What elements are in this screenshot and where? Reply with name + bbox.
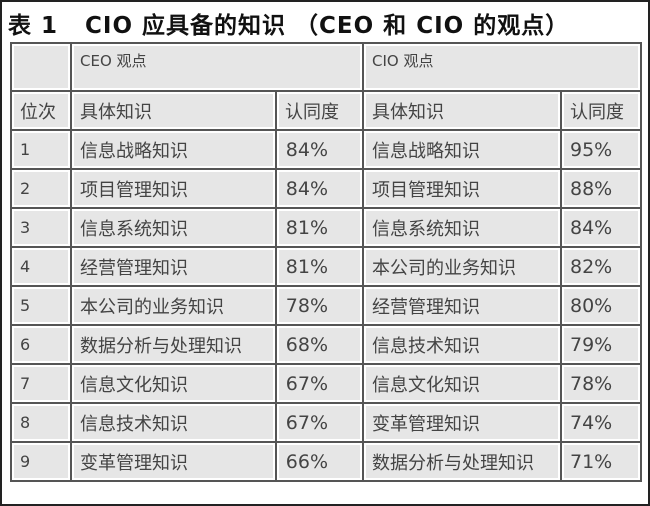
cio-knowledge-cell: 变革管理知识	[362, 402, 562, 443]
cio-knowledge-cell: 数据分析与处理知识	[362, 441, 562, 482]
ceo-approval-cell: 68%	[275, 324, 364, 365]
ceo-approval-cell: 84%	[275, 129, 364, 170]
ceo-approval-cell: 67%	[275, 402, 364, 443]
cio-knowledge-cell: 信息文化知识	[362, 363, 562, 404]
cio-knowledge-header: 具体知识	[362, 90, 562, 131]
ceo-approval-cell: 81%	[275, 207, 364, 248]
ceo-knowledge-header: 具体知识	[70, 90, 277, 131]
ceo-knowledge-cell: 经营管理知识	[70, 246, 277, 287]
empty-cell	[10, 42, 72, 92]
cio-approval-cell: 88%	[559, 168, 643, 209]
table-row: 2 项目管理知识 84% 项目管理知识 88%	[10, 168, 643, 209]
ceo-group-header: CEO 观点	[70, 42, 364, 92]
column-header-row: 位次 具体知识 认同度 具体知识 认同度	[10, 90, 643, 131]
ceo-knowledge-cell: 数据分析与处理知识	[70, 324, 277, 365]
ceo-knowledge-cell: 信息技术知识	[70, 402, 277, 443]
ceo-approval-cell: 84%	[275, 168, 364, 209]
knowledge-table: CEO 观点 CIO 观点 位次 具体知识 认同度 具体知识 认同度 1 信息战略…	[10, 42, 643, 482]
cio-approval-cell: 71%	[559, 441, 643, 482]
table-row: 7 信息文化知识 67% 信息文化知识 78%	[10, 363, 643, 404]
rank-cell: 4	[10, 246, 72, 287]
ceo-knowledge-cell: 信息战略知识	[70, 129, 277, 170]
rank-cell: 7	[10, 363, 72, 404]
rank-cell: 1	[10, 129, 72, 170]
cio-approval-cell: 84%	[559, 207, 643, 248]
table-row: 1 信息战略知识 84% 信息战略知识 95%	[10, 129, 643, 170]
table-row: 4 经营管理知识 81% 本公司的业务知识 82%	[10, 246, 643, 287]
table-row: 5 本公司的业务知识 78% 经营管理知识 80%	[10, 285, 643, 326]
cio-knowledge-cell: 项目管理知识	[362, 168, 562, 209]
table-row: 6 数据分析与处理知识 68% 信息技术知识 79%	[10, 324, 643, 365]
table-row: 8 信息技术知识 67% 变革管理知识 74%	[10, 402, 643, 443]
rank-cell: 8	[10, 402, 72, 443]
cio-group-header: CIO 观点	[361, 42, 643, 92]
rank-cell: 5	[10, 285, 72, 326]
ceo-knowledge-cell: 项目管理知识	[70, 168, 277, 209]
ceo-knowledge-cell: 本公司的业务知识	[70, 285, 277, 326]
cio-knowledge-cell: 信息系统知识	[362, 207, 562, 248]
rank-cell: 3	[10, 207, 72, 248]
ceo-knowledge-cell: 信息系统知识	[70, 207, 277, 248]
rank-cell: 2	[10, 168, 72, 209]
cio-approval-cell: 79%	[559, 324, 643, 365]
cio-approval-cell: 95%	[559, 129, 643, 170]
table-title: 表 1 CIO 应具备的知识 （CEO 和 CIO 的观点）	[8, 13, 570, 39]
ceo-knowledge-cell: 变革管理知识	[70, 441, 277, 482]
ceo-approval-cell: 81%	[275, 246, 364, 287]
table-row: 9 变革管理知识 66% 数据分析与处理知识 71%	[10, 441, 643, 482]
rank-header: 位次	[10, 90, 72, 131]
rank-cell: 6	[10, 324, 72, 365]
cio-approval-cell: 82%	[559, 246, 643, 287]
ceo-knowledge-cell: 信息文化知识	[70, 363, 277, 404]
cio-knowledge-cell: 信息战略知识	[362, 129, 562, 170]
ceo-approval-cell: 66%	[275, 441, 364, 482]
cio-knowledge-cell: 本公司的业务知识	[362, 246, 562, 287]
cio-knowledge-cell: 信息技术知识	[362, 324, 562, 365]
table-row: 3 信息系统知识 81% 信息系统知识 84%	[10, 207, 643, 248]
cio-approval-cell: 74%	[559, 402, 643, 443]
cio-approval-cell: 80%	[559, 285, 643, 326]
cio-approval-header: 认同度	[559, 90, 643, 131]
ceo-approval-header: 认同度	[275, 90, 364, 131]
ceo-approval-cell: 67%	[275, 363, 364, 404]
group-header-row: CEO 观点 CIO 观点	[10, 42, 643, 92]
rank-cell: 9	[10, 441, 72, 482]
cio-knowledge-cell: 经营管理知识	[362, 285, 562, 326]
ceo-approval-cell: 78%	[275, 285, 364, 326]
cio-approval-cell: 78%	[559, 363, 643, 404]
